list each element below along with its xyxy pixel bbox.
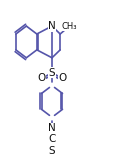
Text: O: O (58, 73, 67, 83)
Text: S: S (49, 68, 55, 78)
Text: N: N (48, 123, 56, 133)
Text: O: O (37, 73, 46, 83)
Text: CH₃: CH₃ (62, 22, 77, 31)
Text: S: S (49, 146, 55, 156)
Text: C: C (48, 134, 56, 144)
Text: N: N (48, 21, 56, 31)
